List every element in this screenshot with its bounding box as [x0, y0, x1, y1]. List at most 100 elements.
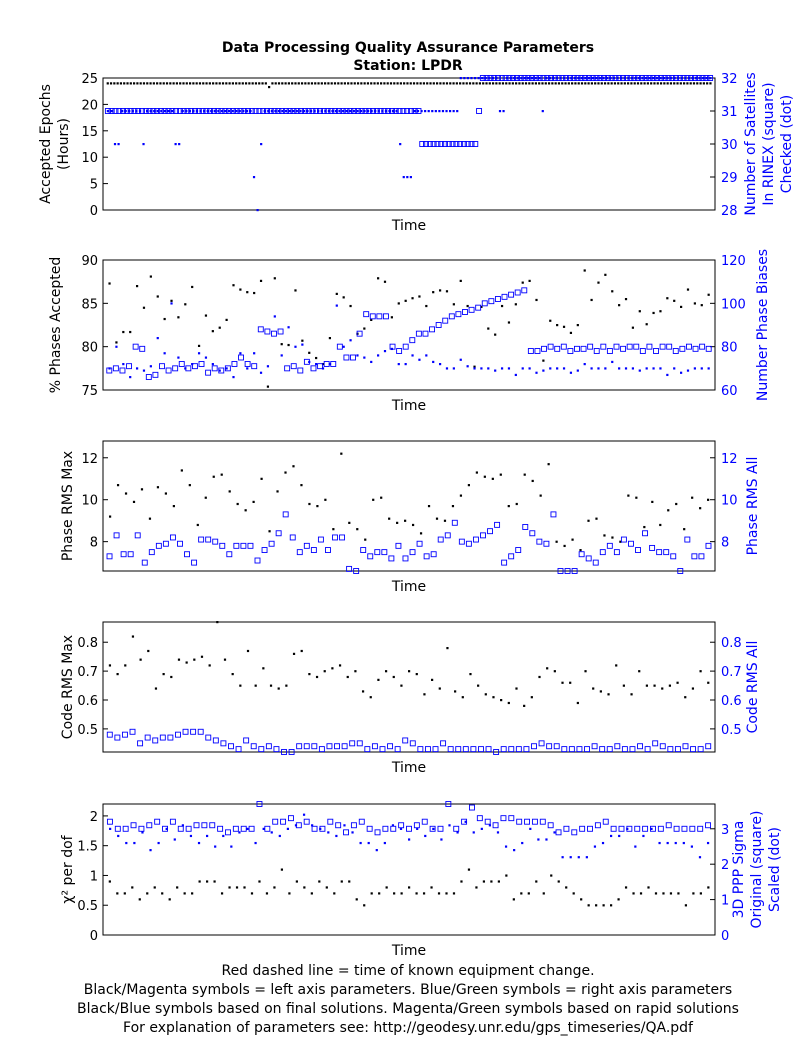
data-point-dot — [109, 82, 113, 85]
data-point-dot — [556, 324, 559, 327]
x-axis-label: Time — [391, 760, 426, 776]
data-point-dot — [441, 110, 445, 113]
data-point-dot — [611, 360, 614, 364]
data-point-dot — [459, 77, 462, 80]
data-point-square — [402, 737, 409, 744]
data-point-dot — [367, 841, 370, 845]
left-tick-label: 8 — [90, 536, 98, 551]
data-point-dot — [707, 293, 710, 296]
data-point-square — [476, 815, 483, 822]
data-point-dot — [185, 661, 188, 664]
data-point-dot — [377, 277, 380, 280]
data-point-dot — [451, 505, 455, 508]
data-point-dot — [514, 303, 517, 306]
series-right-square — [106, 511, 712, 574]
data-point-dot — [456, 110, 459, 113]
data-point-dot — [680, 77, 683, 80]
plot-frame — [102, 621, 716, 753]
left-tick-label: 1 — [90, 869, 98, 884]
data-point-dot — [129, 82, 132, 85]
data-point-dot — [659, 367, 662, 370]
data-point-dot — [409, 176, 412, 179]
data-point-dot — [707, 886, 710, 889]
data-point-dot — [149, 275, 152, 278]
data-point-dot — [204, 496, 207, 499]
data-point-square — [363, 311, 370, 318]
data-point-square — [457, 141, 464, 147]
data-point-square — [198, 361, 205, 367]
data-point-square — [388, 555, 395, 562]
data-point-dot — [571, 82, 574, 85]
data-point-square — [529, 530, 536, 537]
data-point-square — [670, 553, 677, 560]
data-point-dot — [328, 337, 332, 340]
data-point-square — [543, 540, 550, 547]
data-point-dot — [116, 892, 119, 895]
data-point-dot — [506, 77, 509, 80]
data-point-square — [536, 538, 543, 545]
data-point-dot — [328, 363, 332, 366]
data-point-dot — [264, 82, 267, 85]
data-point-square — [323, 361, 330, 367]
data-point-dot — [244, 509, 247, 512]
data-point-dot — [165, 82, 169, 85]
data-point-dot — [610, 834, 613, 838]
x-axis-label: Time — [391, 218, 426, 234]
data-point-dot — [191, 285, 194, 289]
data-point-square — [610, 825, 617, 832]
data-point-dot — [659, 310, 662, 313]
panel-3: 8 10 12 8 10 12 Time Phase RMS Max Phase RMS All — [60, 440, 761, 595]
data-point-square — [494, 521, 501, 528]
data-point-dot — [149, 849, 152, 852]
data-point-dot — [377, 110, 380, 113]
data-point-dot — [648, 77, 651, 80]
data-point-dot — [316, 505, 319, 508]
data-point-dot — [545, 77, 548, 80]
data-point-dot — [677, 892, 680, 895]
data-point-dot — [347, 82, 350, 85]
data-point-dot — [221, 82, 225, 85]
data-point-dot — [131, 635, 135, 638]
data-point-dot — [480, 305, 483, 308]
data-point-dot — [431, 678, 434, 681]
data-point-dot — [284, 471, 287, 474]
data-point-dot — [466, 304, 469, 308]
left-tick-label: 10 — [81, 494, 98, 509]
data-point-dot — [335, 304, 338, 307]
data-point-dot — [420, 110, 423, 113]
data-point-square — [387, 743, 394, 750]
data-point-square — [424, 746, 431, 753]
right-tick-label: 0.7 — [721, 665, 742, 680]
data-point-dot — [699, 82, 702, 85]
data-point-dot — [512, 898, 515, 901]
data-point-square — [644, 746, 651, 753]
data-point-dot — [504, 845, 508, 848]
data-point-dot — [515, 502, 518, 506]
data-point-dot — [239, 352, 242, 355]
data-point-square — [679, 345, 686, 352]
data-point-dot — [618, 304, 621, 307]
data-point-dot — [620, 82, 623, 85]
data-point-dot — [197, 344, 201, 347]
data-point-dot — [139, 658, 142, 661]
right-tick-label: 80 — [721, 341, 738, 356]
data-point-square — [576, 746, 583, 753]
data-point-dot — [550, 874, 553, 877]
data-point-square — [567, 348, 574, 354]
data-point-dot — [286, 827, 289, 830]
data-point-dot — [330, 82, 333, 85]
data-point-dot — [551, 82, 554, 85]
data-point-dot — [541, 82, 544, 85]
data-point-dot — [356, 354, 359, 357]
right-tick-label: 0.8 — [721, 636, 742, 651]
data-point-dot — [610, 82, 613, 85]
series-right-square — [106, 801, 712, 836]
data-point-dot — [676, 82, 679, 85]
data-point-square — [205, 734, 212, 741]
data-point-dot — [129, 376, 132, 379]
data-point-dot — [445, 82, 449, 85]
data-point-square — [445, 801, 452, 807]
data-point-dot — [164, 492, 168, 495]
data-point-dot — [597, 367, 600, 370]
